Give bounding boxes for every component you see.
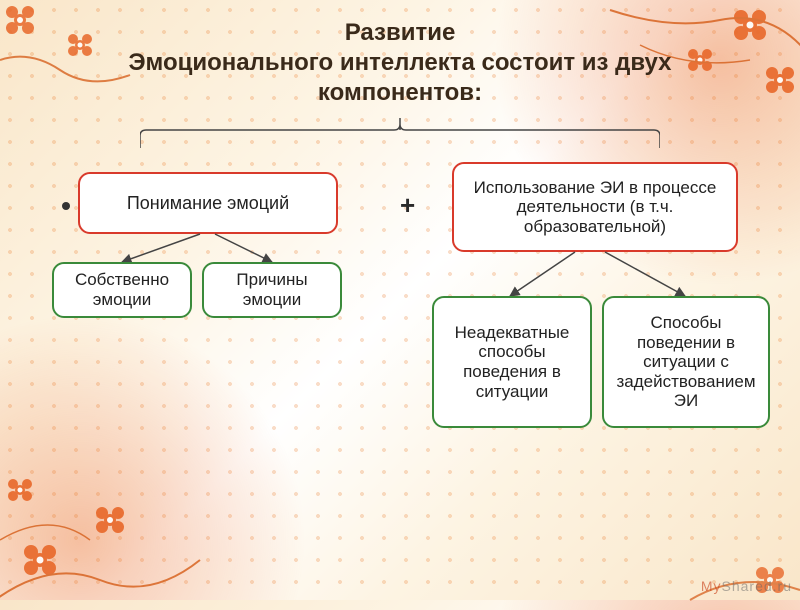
- box-right-child-2-text: Способы поведении в ситуации с задейство…: [614, 313, 758, 411]
- watermark-my: My: [701, 578, 722, 594]
- box-right-child-1: Неадекватные способы поведения в ситуаци…: [432, 296, 592, 428]
- box-right-child-1-text: Неадекватные способы поведения в ситуаци…: [444, 323, 580, 401]
- watermark: MyShared.ru: [701, 578, 792, 594]
- watermark-rest: Shared.ru: [722, 578, 792, 594]
- box-right-child-2: Способы поведении в ситуации с задейство…: [602, 296, 770, 428]
